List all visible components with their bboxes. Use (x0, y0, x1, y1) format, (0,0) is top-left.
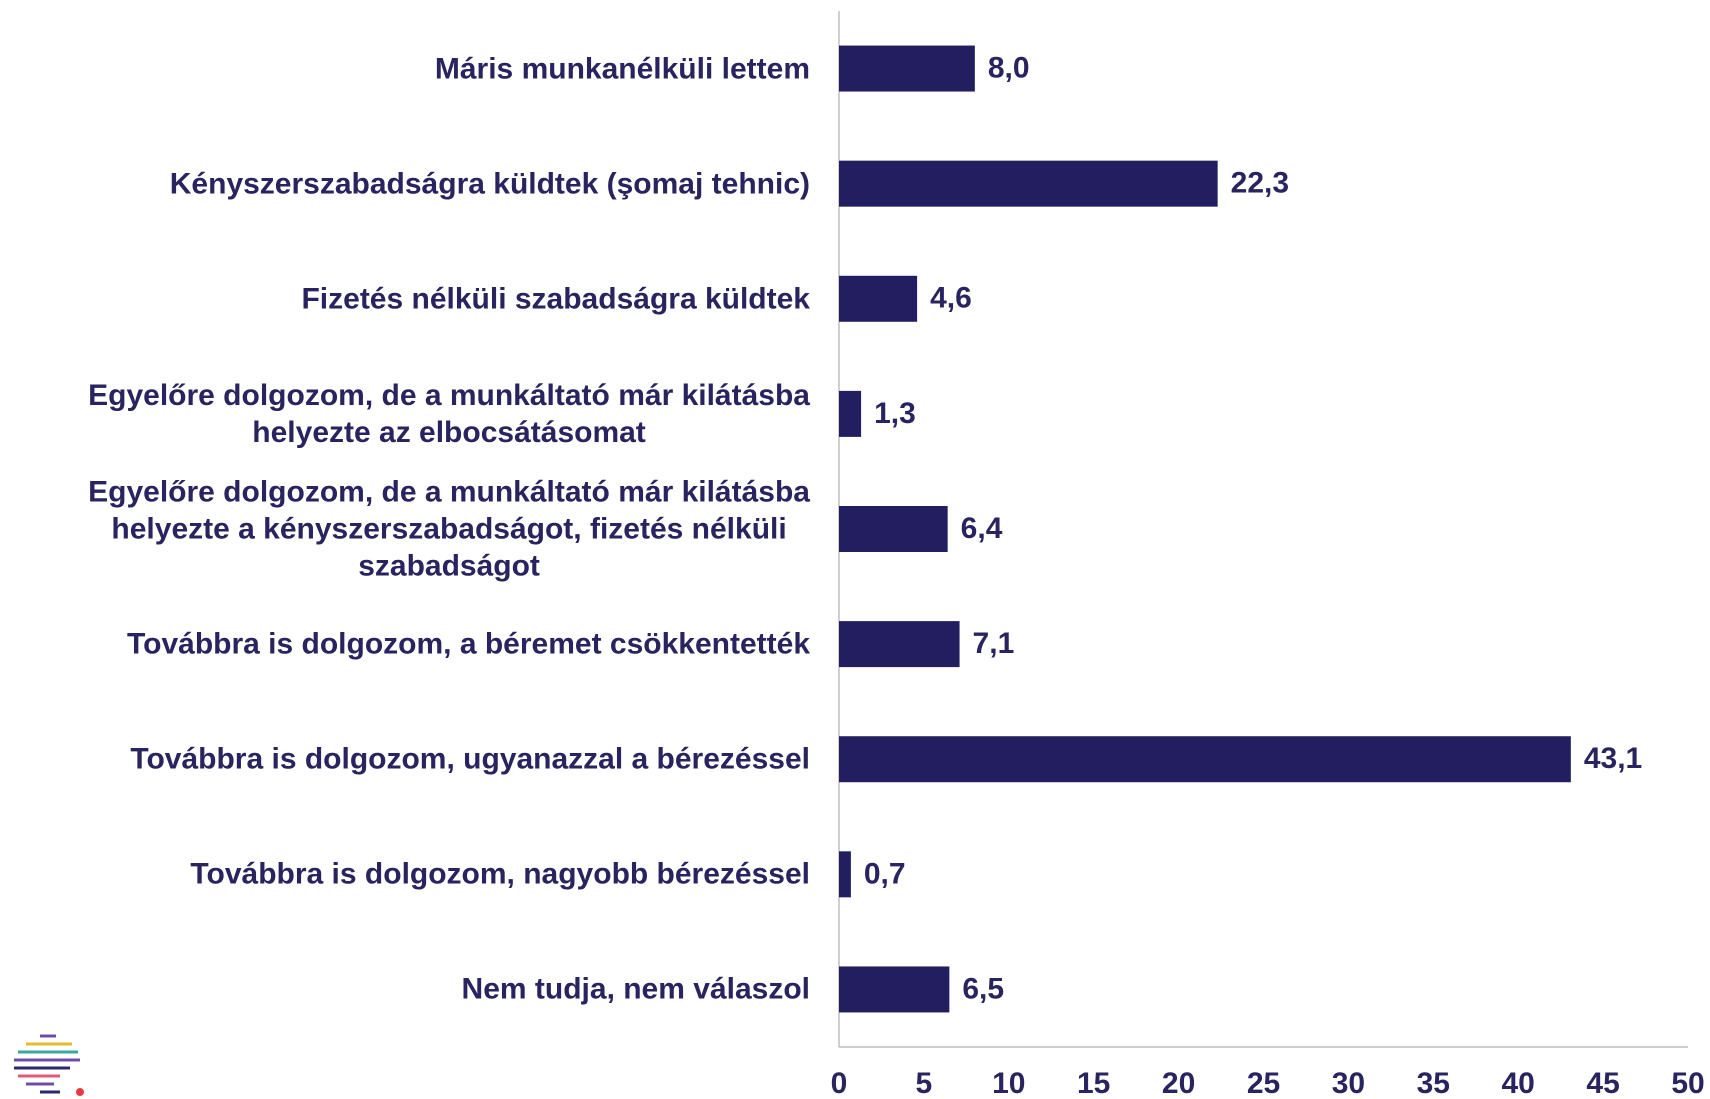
category-label: Továbbra is dolgozom, nagyobb bérezéssel (190, 857, 810, 891)
logo (14, 1034, 84, 1096)
category-label: Kényszerszabadságra küldtek (şomaj tehni… (169, 167, 810, 201)
category-label: Egyelőre dolgozom, de a munkáltató már k… (88, 475, 810, 583)
category-label: Fizetés nélküli szabadságra küldtek (301, 282, 810, 316)
category-label: Máris munkanélküli lettem (434, 52, 810, 86)
x-tick-label: 15 (1077, 1067, 1110, 1099)
category-label: Továbbra is dolgozom, ugyanazzal a bérez… (130, 742, 810, 776)
x-tick-label: 30 (1332, 1067, 1365, 1099)
bar (839, 736, 1571, 783)
x-tick-label: 0 (831, 1067, 848, 1099)
x-tick-label: 20 (1162, 1067, 1195, 1099)
category-label: Egyelőre dolgozom, de a munkáltató már k… (88, 378, 810, 449)
bar (839, 390, 862, 437)
bar (839, 621, 960, 668)
value-label: 7,1 (973, 627, 1015, 660)
bar (839, 966, 950, 1013)
x-tick-label: 50 (1671, 1067, 1704, 1099)
category-label: Továbbra is dolgozom, a béremet csökkent… (127, 627, 810, 661)
value-label: 22,3 (1231, 167, 1289, 200)
value-label: 0,7 (864, 857, 906, 890)
x-tick-label: 5 (916, 1067, 933, 1099)
bar (839, 851, 851, 898)
x-tick-label: 25 (1247, 1067, 1280, 1099)
value-label: 6,5 (962, 972, 1004, 1005)
value-label: 43,1 (1584, 742, 1642, 775)
category-label: Nem tudja, nem válaszol (461, 972, 810, 1006)
value-label: 6,4 (961, 512, 1003, 545)
bar (839, 506, 948, 552)
value-label: 4,6 (930, 282, 972, 315)
value-label: 1,3 (874, 397, 916, 430)
x-tick-label: 40 (1502, 1067, 1535, 1099)
bar (839, 160, 1218, 207)
bar (839, 45, 975, 92)
x-tick-label: 45 (1586, 1067, 1619, 1099)
x-tick-label: 35 (1417, 1067, 1450, 1099)
x-tick-label: 10 (992, 1067, 1025, 1099)
bar (839, 275, 918, 322)
value-label: 8,0 (988, 51, 1030, 84)
